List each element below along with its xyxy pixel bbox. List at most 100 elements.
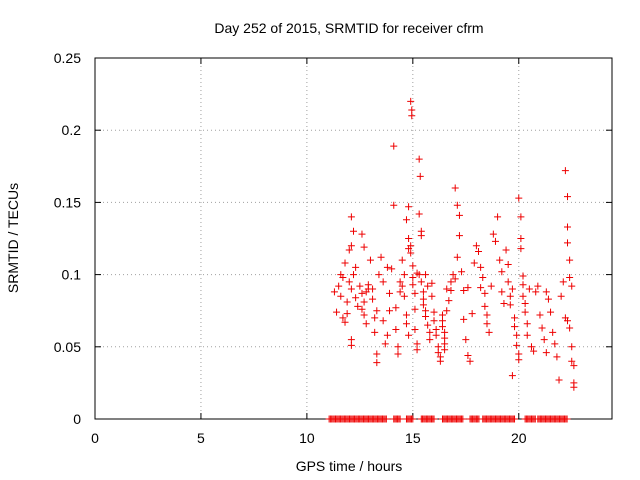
data-point xyxy=(386,289,394,297)
data-point xyxy=(453,201,461,209)
data-point xyxy=(517,235,525,242)
data-point xyxy=(356,282,364,290)
data-point xyxy=(441,346,449,354)
data-point xyxy=(449,271,457,279)
data-point xyxy=(405,245,413,253)
data-point xyxy=(407,97,415,105)
data-point xyxy=(502,246,510,254)
data-point xyxy=(337,292,345,300)
data-point xyxy=(568,357,576,365)
data-point xyxy=(553,353,561,361)
data-point xyxy=(409,273,417,281)
data-point xyxy=(544,295,552,303)
data-point xyxy=(405,331,413,339)
data-point xyxy=(386,307,394,315)
data-point xyxy=(487,282,495,290)
data-point xyxy=(540,336,548,344)
data-point xyxy=(330,288,338,296)
data-point xyxy=(483,320,491,328)
data-point xyxy=(408,112,416,120)
data-point xyxy=(382,415,390,423)
data-point xyxy=(436,357,444,365)
data-point xyxy=(369,285,377,293)
data-point xyxy=(371,328,379,336)
data-point xyxy=(570,383,578,391)
data-point xyxy=(400,271,408,279)
y-tick-label: 0 xyxy=(73,411,81,427)
x-tick-label: 5 xyxy=(197,430,205,446)
data-point xyxy=(564,193,572,201)
data-point xyxy=(494,213,502,221)
data-point xyxy=(506,292,514,300)
data-point xyxy=(472,242,480,250)
data-point xyxy=(335,282,343,290)
data-point xyxy=(462,336,470,344)
data-point xyxy=(477,263,485,271)
data-point xyxy=(426,328,434,336)
data-point xyxy=(566,256,574,264)
data-point xyxy=(396,278,404,286)
data-point xyxy=(400,292,408,300)
data-point xyxy=(455,211,463,219)
x-tick-label: 0 xyxy=(91,430,99,446)
data-point xyxy=(345,278,353,286)
data-point xyxy=(506,301,514,309)
data-point xyxy=(417,278,425,286)
data-point xyxy=(409,262,417,270)
x-tick-label: 15 xyxy=(405,430,421,446)
data-point xyxy=(388,265,396,273)
data-point xyxy=(513,341,521,349)
data-point xyxy=(398,256,406,264)
data-point xyxy=(460,286,468,294)
data-point xyxy=(373,350,381,358)
data-point xyxy=(415,155,423,163)
data-point xyxy=(341,318,349,326)
data-point xyxy=(333,308,341,316)
data-point xyxy=(405,203,413,211)
data-point xyxy=(409,415,417,423)
data-point xyxy=(458,268,466,276)
data-point xyxy=(551,340,559,348)
data-point xyxy=(415,210,423,218)
data-point xyxy=(360,243,368,251)
data-point xyxy=(411,289,419,297)
data-point xyxy=(383,263,391,271)
data-point xyxy=(343,298,351,306)
data-point xyxy=(358,305,366,313)
data-point xyxy=(347,242,355,250)
data-point xyxy=(475,247,483,255)
data-point xyxy=(417,232,425,240)
data-point xyxy=(538,324,546,332)
data-point xyxy=(519,272,527,280)
data-point xyxy=(422,312,430,320)
data-point xyxy=(523,331,531,339)
data-point xyxy=(566,324,574,332)
x-tick-label: 10 xyxy=(299,430,315,446)
data-point xyxy=(517,213,525,221)
data-point xyxy=(504,260,512,268)
data-point xyxy=(394,343,402,351)
data-point xyxy=(434,349,442,357)
data-point xyxy=(525,285,533,293)
data-point xyxy=(455,232,463,240)
data-point xyxy=(500,299,508,307)
data-point xyxy=(498,268,506,276)
data-point xyxy=(508,285,516,293)
data-point xyxy=(464,284,472,292)
data-point xyxy=(564,223,572,231)
data-point xyxy=(398,282,406,290)
data-point xyxy=(549,328,557,336)
data-point xyxy=(339,314,347,322)
data-point xyxy=(422,271,430,279)
data-point xyxy=(566,273,574,281)
data-point xyxy=(515,356,523,364)
data-point xyxy=(430,317,438,325)
data-point xyxy=(555,376,563,384)
data-point xyxy=(468,310,476,318)
data-point xyxy=(519,292,527,300)
data-point xyxy=(557,292,565,300)
data-point xyxy=(350,227,357,235)
data-point xyxy=(521,308,529,316)
data-point xyxy=(347,213,355,221)
data-point xyxy=(424,321,432,329)
